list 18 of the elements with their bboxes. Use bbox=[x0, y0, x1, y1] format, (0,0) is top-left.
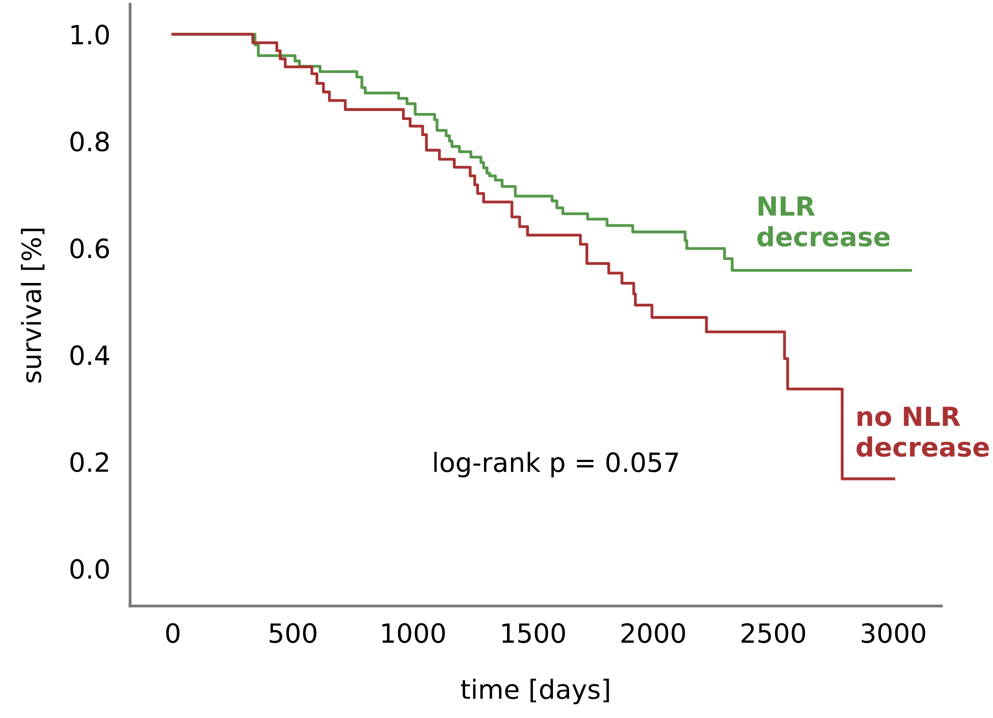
x-tick-label: 0 bbox=[166, 623, 180, 644]
y-tick-label: 0.8 bbox=[70, 132, 109, 152]
x-tick-label: 3000 bbox=[862, 623, 926, 644]
y-tick-label: 1.0 bbox=[72, 24, 109, 45]
y-tick-label: 0.6 bbox=[70, 238, 109, 258]
x-tick-label: 1500 bbox=[502, 623, 565, 644]
x-tick-label: 500 bbox=[270, 623, 316, 644]
series-label: NLR decrease bbox=[757, 196, 890, 247]
x-axis-title: time [days] bbox=[460, 678, 609, 704]
annotation: log-rank p = 0.057 bbox=[434, 452, 678, 478]
x-tick-label: 2000 bbox=[622, 623, 685, 644]
y-axis-title: survival [%] bbox=[20, 228, 44, 382]
y-tick-label: 0.0 bbox=[70, 559, 109, 579]
series-label: no NLR decrease bbox=[856, 406, 989, 457]
x-tick-label: 1000 bbox=[382, 623, 445, 644]
x-tick-label: 2500 bbox=[742, 623, 806, 644]
y-tick-label: 0.4 bbox=[70, 345, 110, 366]
y-tick-label: 0.2 bbox=[70, 452, 108, 472]
